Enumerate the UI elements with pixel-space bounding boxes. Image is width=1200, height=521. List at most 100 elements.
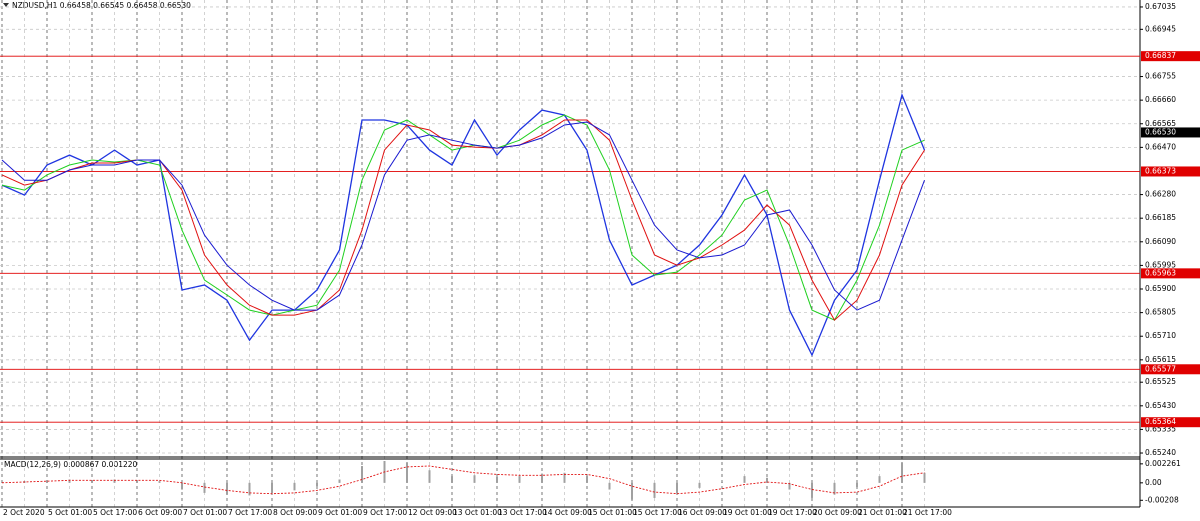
x-tick-label: 19 Oct 01:00 (723, 508, 772, 517)
y-tick-label: 0.65430 (1145, 401, 1176, 410)
y-tick-label: 0.00 (1145, 478, 1162, 487)
macd-bar (833, 482, 836, 495)
level-label-bg (1141, 166, 1200, 177)
x-tick-label: 19 Oct 17:00 (768, 508, 817, 517)
macd-bar (271, 482, 273, 493)
series-line (1, 465, 925, 495)
y-tick-label: 0.66185 (1145, 213, 1176, 222)
macd-bar (428, 470, 431, 483)
macd-bar (923, 472, 926, 483)
x-tick-label: 15 Oct 01:00 (588, 508, 637, 517)
level-label: 0.66373 (1145, 166, 1176, 175)
y-tick-label: 0.66280 (1145, 190, 1176, 199)
x-tick-label: 21 Oct 01:00 (858, 508, 907, 517)
macd-bar (248, 482, 251, 496)
series-line (1, 114, 925, 321)
x-tick-label: 16 Oct 09:00 (678, 508, 727, 517)
last-price-bg (1141, 127, 1200, 138)
x-tick-label: 5 Oct 01:00 (48, 508, 92, 517)
y-tick-label: 0.65240 (1145, 448, 1176, 457)
y-tick-label: 0.66470 (1145, 142, 1176, 151)
macd-bar (586, 476, 588, 483)
x-tick-label: 20 Oct 09:00 (813, 508, 862, 517)
series-line (1, 121, 925, 311)
x-tick-label: 9 Oct 17:00 (363, 508, 407, 517)
macd-bar (563, 472, 566, 483)
macd-bar (788, 482, 791, 490)
x-tick-label: 8 Oct 09:00 (273, 508, 317, 517)
symbol-icon (3, 3, 9, 7)
macd-bar (226, 482, 228, 495)
level-label: 0.65364 (1145, 417, 1176, 426)
macd-bar (721, 481, 723, 483)
level-label: 0.65963 (1145, 268, 1176, 277)
y-tick-label: 0.66945 (1145, 24, 1176, 33)
macd-bar (293, 482, 296, 491)
x-tick-label: 13 Oct 01:00 (453, 508, 502, 517)
y-tick-label: 0.66090 (1145, 237, 1176, 246)
x-tick-label: 7 Oct 17:00 (228, 508, 272, 517)
y-tick-label: 0.65995 (1145, 260, 1176, 269)
macd-bar (901, 462, 903, 483)
macd-bar (878, 476, 881, 483)
y-tick-label: 0.65525 (1145, 377, 1176, 386)
macd-bar (631, 482, 633, 500)
macd-bar (653, 482, 656, 498)
macd-bar (158, 481, 161, 483)
macd-bar (136, 480, 138, 483)
y-tick-label: 0.65335 (1145, 424, 1176, 433)
macd-bar (406, 462, 408, 483)
level-label: 0.66837 (1145, 51, 1176, 60)
macd-bar (608, 482, 611, 490)
level-label-bg (1141, 51, 1200, 62)
x-tick-label: 13 Oct 17:00 (498, 508, 547, 517)
y-tick-label: 0.66565 (1145, 119, 1176, 128)
macd-bar (113, 479, 116, 483)
macd-bar (203, 482, 206, 493)
y-tick-label: 0.65710 (1145, 331, 1176, 340)
level-label-bg (1141, 417, 1200, 428)
macd-bar (338, 479, 341, 483)
macd-bar (518, 476, 521, 483)
x-tick-label: 6 Oct 09:00 (138, 508, 182, 517)
macd-bar (46, 480, 48, 483)
macd-bar (676, 482, 678, 493)
y-tick-label: 0.67035 (1145, 2, 1176, 11)
y-tick-label: 0.66755 (1145, 72, 1176, 81)
y-tick-label: 0.65615 (1145, 355, 1176, 364)
macd-bar (811, 482, 813, 498)
macd-bar (473, 475, 476, 483)
x-tick-label: 5 Oct 17:00 (93, 508, 137, 517)
x-tick-label: 7 Oct 01:00 (183, 508, 227, 517)
level-label-bg (1141, 268, 1200, 279)
macd-bar (316, 482, 318, 487)
y-tick-label: 0.66660 (1145, 95, 1176, 104)
macd-bar (496, 476, 498, 483)
x-tick-label: 21 Oct 17:00 (903, 508, 952, 517)
y-tick-label: 0.002261 (1145, 459, 1181, 468)
macd-bar (181, 482, 183, 490)
y-tick-label: -0.00208 (1145, 495, 1179, 504)
chart-title: NZDUSD,H1 0.66458 0.66545 0.66458 0.6653… (12, 1, 191, 10)
x-tick-label: 2 Oct 2020 (3, 508, 45, 517)
macd-title: MACD(12,26,9) 0.000867 0.001220 (4, 460, 138, 469)
x-tick-label: 12 Oct 09:00 (408, 508, 457, 517)
macd-bar (361, 466, 363, 483)
last-price-label: 0.66530 (1145, 127, 1176, 136)
x-tick-label: 15 Oct 17:00 (633, 508, 682, 517)
x-tick-label: 14 Oct 09:00 (543, 508, 592, 517)
macd-bar (91, 480, 93, 483)
level-label: 0.65577 (1145, 364, 1176, 373)
y-tick-label: 0.65900 (1145, 284, 1176, 293)
macd-bar (698, 482, 701, 488)
level-label-bg (1141, 364, 1200, 375)
macd-bar (541, 473, 543, 483)
macd-bar (68, 479, 71, 483)
macd-bar (743, 476, 746, 483)
macd-bar (766, 477, 768, 483)
macd-bar (856, 482, 858, 488)
y-tick-label: 0.65805 (1145, 308, 1176, 317)
